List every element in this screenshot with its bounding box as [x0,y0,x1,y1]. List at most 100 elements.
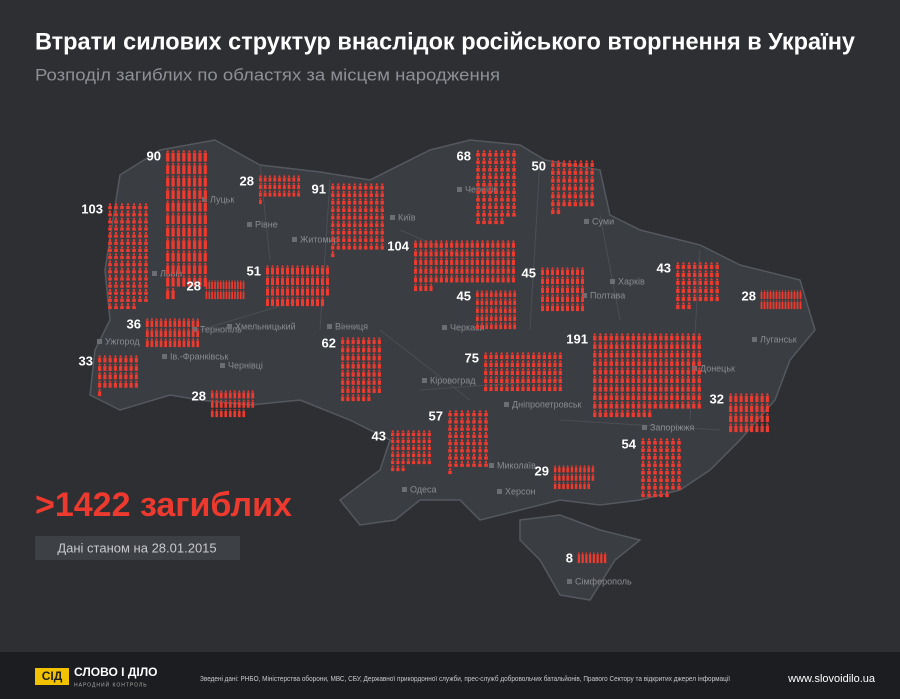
person-body [132,227,136,231]
person-body [119,382,123,388]
person-head [537,352,541,355]
person-head [556,294,559,297]
person-body [208,281,211,290]
person-head [716,270,719,273]
person-head [716,278,719,281]
person-body [439,268,443,274]
person-head [225,280,227,282]
casualty-block [593,333,701,418]
person-body [653,369,657,375]
person-body [715,288,719,294]
person-body [581,287,584,294]
person-body [480,268,485,274]
person-body [647,463,651,468]
person-body [551,278,554,285]
person-body [114,284,118,288]
person-body [434,242,438,248]
person-body [401,460,405,465]
person-body [755,405,759,413]
person-body [346,396,350,402]
person-head [375,198,378,201]
person-body [427,460,431,465]
person-body [286,288,289,296]
person-head [346,353,349,356]
person-head [476,195,480,198]
person-body [276,278,279,286]
person-body [556,202,561,207]
person-head [521,368,525,371]
person-head [484,352,487,355]
person-body [291,299,294,307]
person-head [321,296,324,299]
person-body [98,382,102,388]
person-head [109,372,112,375]
person-head [160,328,162,331]
person-head [659,384,662,387]
person-body [675,335,679,341]
person-body [297,192,301,197]
person-head [647,445,651,449]
person-body [187,152,191,162]
person-body [114,277,118,281]
person-head [211,280,213,282]
person-head [681,358,684,361]
person-body [205,291,208,300]
person-body [448,449,452,453]
person-head [740,413,743,416]
person-body [108,227,112,231]
person-head [615,367,618,370]
person-head [460,453,464,457]
person-head [233,390,236,393]
person-head [234,280,236,282]
person-head [331,213,334,216]
person-head [103,363,106,366]
person-head [557,176,560,179]
person-head [558,473,561,476]
person-head [632,392,635,395]
region-count: 50 [532,158,546,173]
person-head [665,375,668,378]
person-body [488,213,492,217]
person-head [599,375,602,378]
person-head [484,410,488,413]
person-body [326,267,329,275]
person-head [375,235,378,238]
person-head [370,213,373,216]
person-head [698,367,701,370]
person-body [501,277,505,283]
person-head [196,328,199,331]
person-body [653,493,657,498]
person-body [494,160,498,165]
person-head [357,361,360,364]
person-body [697,369,701,375]
person-head [495,314,497,317]
person-head [579,465,582,467]
person-body [369,193,373,198]
person-body [598,378,602,384]
person-head [641,468,645,471]
person-body [541,269,544,276]
person-body [311,299,314,307]
person-head [138,203,142,206]
person-head [484,453,488,457]
person-head [331,243,334,246]
person-head [204,162,207,165]
url[interactable]: www.slovoidilo.ua [787,673,876,685]
person-body [429,259,433,266]
person-body [347,208,351,213]
person-body [132,248,136,253]
person-body [503,316,507,322]
person-body [225,281,228,290]
person-body [358,238,362,243]
casualty-block [476,150,516,225]
person-body [620,344,624,350]
person-body [626,344,630,350]
person-head [373,337,376,340]
person-body [347,193,351,198]
person-head [698,358,701,361]
person-head [288,190,291,193]
person-head [637,333,640,336]
person-body [505,362,509,368]
person-head [193,150,196,153]
person-body [391,439,395,444]
